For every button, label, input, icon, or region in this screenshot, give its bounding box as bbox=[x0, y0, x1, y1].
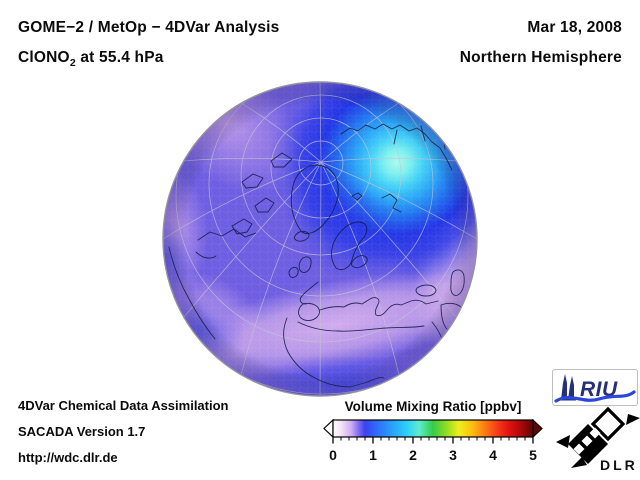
riu-wordmark: RIU bbox=[580, 378, 618, 401]
plot-title-block: GOME−2 / MetOp − 4DVar Analysis ClONO2 a… bbox=[18, 19, 279, 69]
tick-label-4: 4 bbox=[489, 447, 497, 463]
tick-label-0: 0 bbox=[329, 447, 337, 463]
colorbar bbox=[323, 419, 543, 444]
credit-url: http://wdc.dlr.de bbox=[18, 450, 118, 465]
pressure-level: at 55.4 hPa bbox=[75, 49, 164, 66]
cathedral-icon bbox=[560, 374, 576, 401]
colorbar-arrow-right bbox=[532, 419, 543, 439]
tick-label-5: 5 bbox=[529, 447, 537, 463]
credit-line2: SACADA Version 1.7 bbox=[18, 424, 146, 439]
colorbar-ticks bbox=[332, 437, 534, 444]
colorbar-arrow-left bbox=[323, 419, 334, 439]
tick-label-2: 2 bbox=[409, 447, 417, 463]
tick-label-3: 3 bbox=[449, 447, 457, 463]
credits-block: 4DVar Chemical Data Assimilation SACADA … bbox=[18, 393, 229, 471]
colorbar-gradient-bar bbox=[332, 419, 534, 438]
date-region-block: Mar 18, 2008 Northern Hemisphere bbox=[460, 19, 622, 67]
title-line2: ClONO2 at 55.4 hPa bbox=[18, 49, 279, 69]
dlr-bird-icon bbox=[556, 406, 640, 468]
title-line1: GOME−2 / MetOp − 4DVar Analysis bbox=[18, 19, 280, 36]
dlr-wordmark: DLR bbox=[600, 457, 638, 473]
hemisphere-label: Northern Hemisphere bbox=[459, 49, 622, 66]
date-label: Mar 18, 2008 bbox=[527, 19, 622, 36]
species-name: ClONO bbox=[18, 49, 70, 66]
tick-label-1: 1 bbox=[369, 447, 377, 463]
colorbar-tick-labels: 0 1 2 3 4 5 bbox=[0, 447, 640, 465]
globe-limb bbox=[162, 81, 478, 397]
dlr-logo: DLR bbox=[556, 406, 640, 474]
riu-logo: RIU bbox=[552, 369, 638, 406]
rhine-wave-icon bbox=[554, 390, 636, 403]
colorbar-label: Volume Mixing Ratio [ppbv] bbox=[344, 399, 522, 414]
species-subscript: 2 bbox=[69, 57, 76, 70]
credit-line1: 4DVar Chemical Data Assimilation bbox=[18, 398, 229, 413]
